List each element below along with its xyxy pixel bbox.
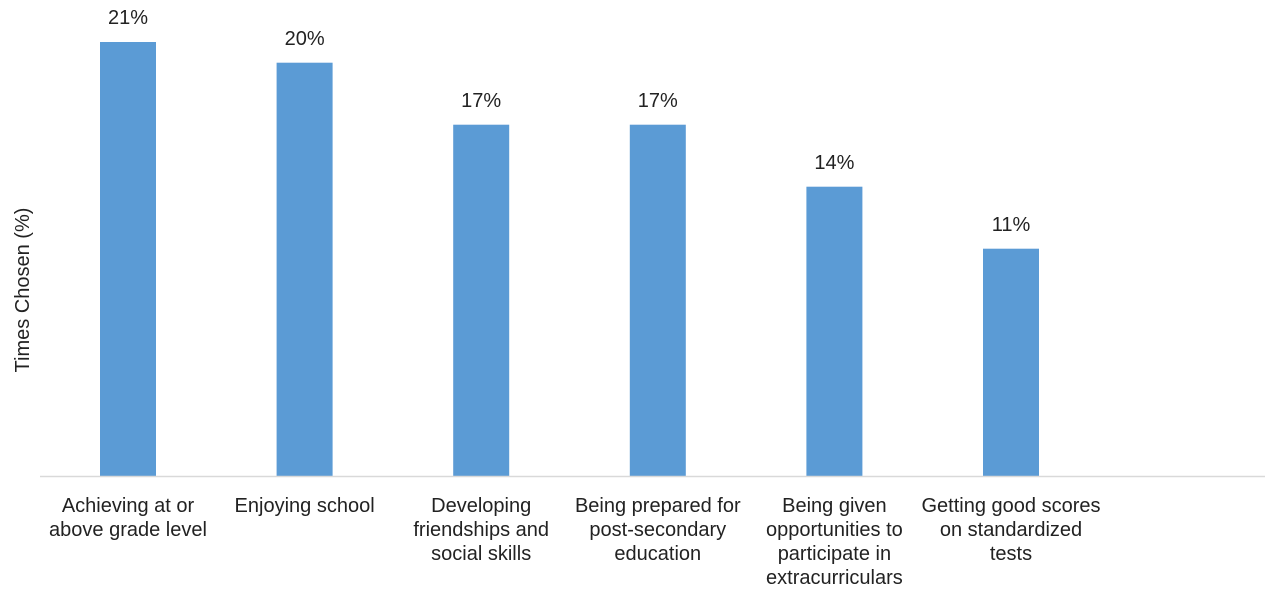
x-tick-label-0: Achieving at or above grade level <box>49 495 207 541</box>
data-label-3: 17% <box>637 89 678 112</box>
bar-1 <box>276 62 333 476</box>
bar-3 <box>629 124 686 476</box>
bar-2 <box>453 124 510 476</box>
data-label-0: 21% <box>107 7 149 29</box>
x-tick-label-5: Getting good scores on standardized test… <box>921 495 1101 565</box>
x-tick-label-3: Being prepared for post-secondary educat… <box>574 495 741 565</box>
data-label-2: 17% <box>461 89 502 112</box>
data-label-5: 11% <box>991 213 1031 236</box>
x-tick-label-1: Enjoying school <box>234 495 375 517</box>
data-label-1: 20% <box>284 27 325 50</box>
x-tick-label-4: Being given opportunities to participate… <box>766 495 903 589</box>
y-axis-label: Times Chosen (%) <box>12 207 34 373</box>
data-label-4: 14% <box>814 151 855 174</box>
bar-4 <box>806 186 863 476</box>
bar-5 <box>983 248 1039 476</box>
x-tick-label-2: Developing friendships and social skills <box>413 495 550 565</box>
bar-0 <box>100 42 156 476</box>
